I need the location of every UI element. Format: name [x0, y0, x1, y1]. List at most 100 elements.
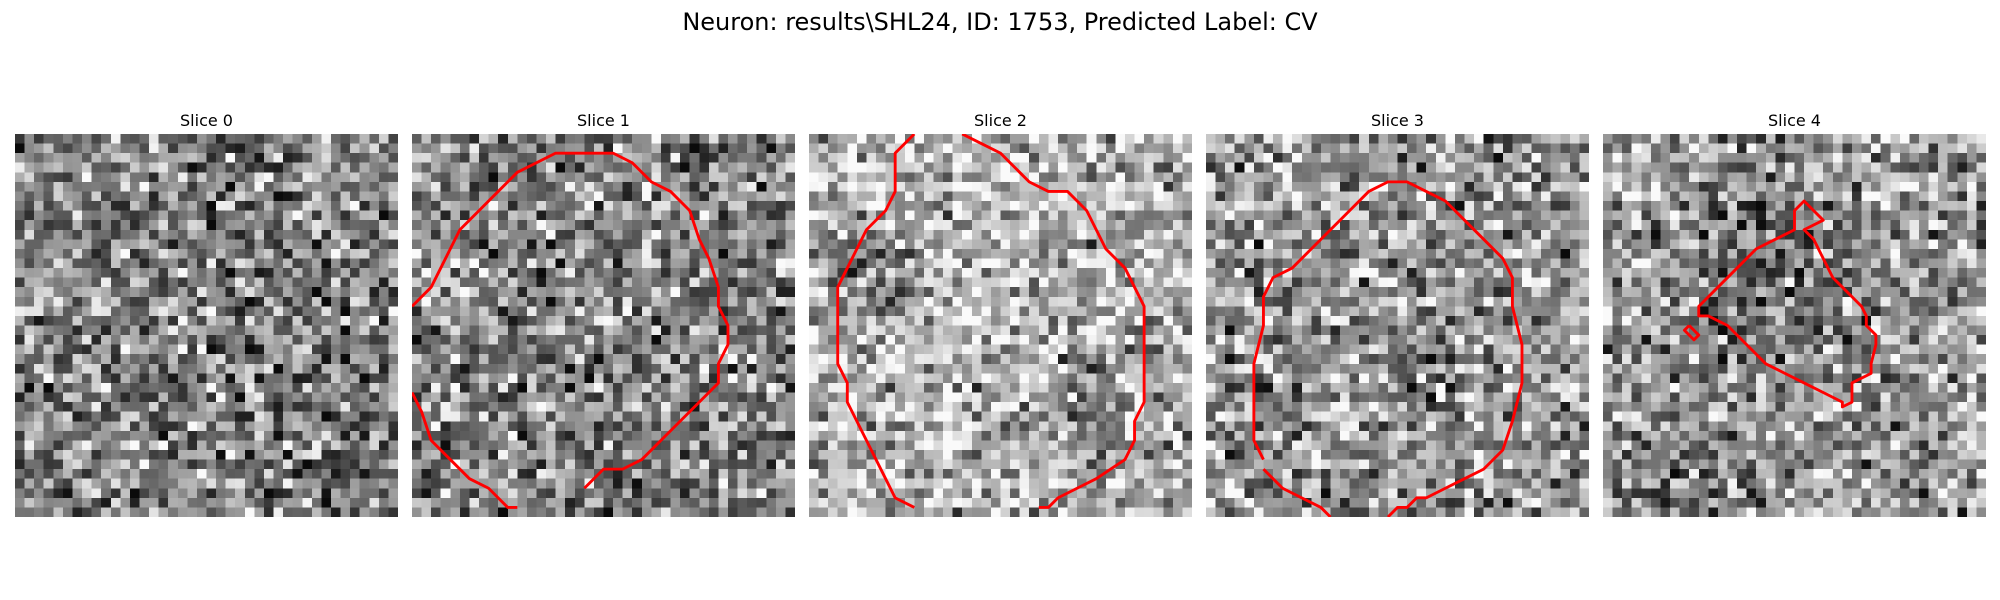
pixel	[943, 497, 953, 508]
pixel	[1096, 191, 1107, 202]
pixel	[565, 430, 575, 441]
pixel	[359, 363, 370, 374]
pixel	[412, 162, 422, 173]
pixel	[330, 296, 341, 307]
pixel	[24, 354, 35, 364]
pixel	[660, 354, 671, 364]
pixel	[110, 440, 121, 451]
pixel	[350, 402, 360, 412]
pixel	[895, 478, 905, 489]
pixel	[488, 430, 499, 441]
pixel	[1057, 229, 1068, 240]
pixel	[1010, 469, 1020, 479]
pixel	[431, 268, 441, 278]
pixel	[1105, 469, 1116, 479]
pixel	[1086, 287, 1097, 297]
pixel	[1464, 153, 1475, 163]
pixel	[34, 248, 44, 259]
pixel	[632, 325, 642, 336]
pixel	[216, 373, 226, 384]
pixel	[1067, 229, 1078, 240]
pixel	[149, 181, 159, 192]
pixel	[546, 162, 556, 173]
pixel	[962, 210, 972, 221]
pixel	[1000, 248, 1011, 259]
pixel	[1000, 287, 1011, 297]
pixel	[660, 363, 671, 374]
pixel	[651, 382, 662, 393]
pixel	[1067, 162, 1078, 173]
pixel	[747, 306, 757, 317]
pixel	[622, 248, 633, 259]
pixel	[952, 373, 963, 384]
pixel	[498, 459, 508, 470]
pixel	[622, 287, 633, 297]
pixel	[311, 488, 322, 499]
pixel	[149, 469, 159, 479]
pixel	[622, 354, 633, 364]
pixel	[196, 287, 207, 297]
pixel	[1172, 287, 1183, 297]
pixel	[82, 181, 92, 192]
pixel	[459, 296, 470, 307]
pixel	[737, 411, 748, 422]
pixel	[1105, 306, 1116, 317]
pixel	[177, 315, 188, 326]
pixel	[641, 201, 652, 211]
pixel	[149, 315, 159, 326]
pixel	[1010, 172, 1020, 183]
pixel	[536, 220, 547, 230]
pixel	[651, 363, 662, 374]
pixel	[431, 315, 441, 326]
pixel	[593, 181, 604, 192]
pixel	[340, 191, 351, 202]
pixel	[555, 335, 566, 345]
pixel	[431, 210, 441, 221]
pixel	[459, 430, 470, 441]
pixel	[1521, 162, 1532, 173]
pixel	[555, 440, 566, 451]
pixel	[158, 143, 169, 154]
pixel	[828, 181, 838, 192]
pixel	[1124, 277, 1135, 288]
pixel	[1225, 153, 1235, 163]
pixel	[412, 306, 422, 317]
pixel	[91, 469, 102, 479]
pixel	[369, 507, 380, 517]
pixel	[177, 373, 188, 384]
pixel	[129, 373, 140, 384]
pixel	[1134, 363, 1145, 374]
pixel	[498, 296, 508, 307]
pixel	[1029, 430, 1039, 441]
pixel	[34, 143, 44, 154]
pixel	[574, 497, 585, 508]
pixel	[1172, 220, 1183, 230]
pixel	[885, 449, 896, 460]
pixel	[1153, 430, 1164, 441]
pixel	[235, 363, 245, 374]
pixel	[737, 335, 748, 345]
pixel	[1077, 220, 1087, 230]
pixel	[1172, 201, 1183, 211]
pixel	[574, 507, 585, 517]
pixel	[1038, 268, 1049, 278]
pixel	[1416, 162, 1427, 173]
pixel	[369, 296, 380, 307]
pixel	[378, 354, 389, 364]
pixel	[216, 382, 226, 393]
pixel	[1029, 488, 1039, 499]
pixel	[110, 459, 121, 470]
pixel	[24, 497, 35, 508]
pixel	[952, 229, 963, 240]
pixel	[340, 134, 351, 144]
pixel	[756, 373, 767, 384]
pixel	[412, 268, 422, 278]
figure-title: Neuron: results\SHL24, ID: 1753, Predict…	[682, 8, 1318, 36]
pixel	[885, 191, 896, 202]
pixel	[981, 325, 992, 336]
pixel	[1124, 402, 1135, 412]
pixel	[158, 239, 169, 250]
pixel	[1029, 220, 1039, 230]
pixel	[718, 287, 729, 297]
pixel	[1182, 325, 1192, 336]
